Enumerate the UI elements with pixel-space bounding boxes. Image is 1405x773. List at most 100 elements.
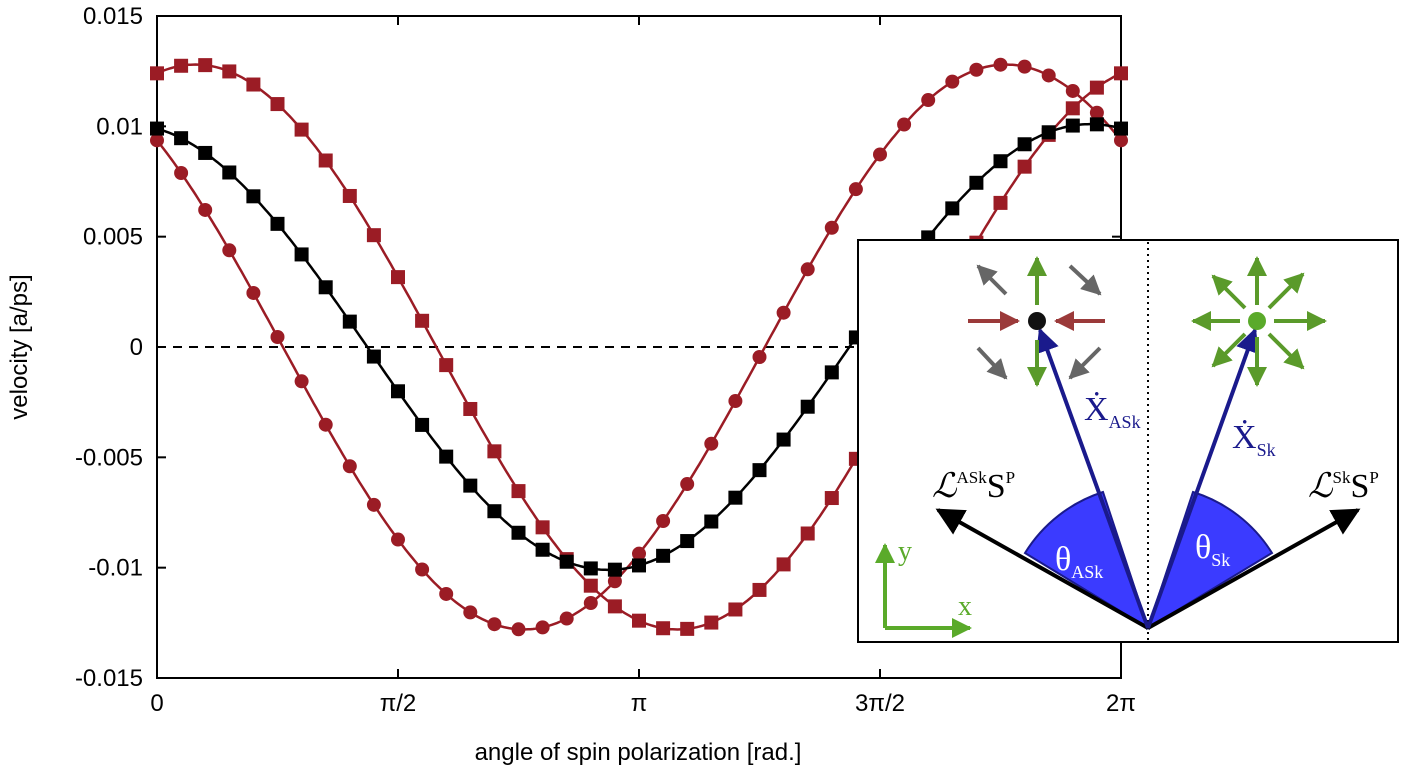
- series-0-point: [824, 491, 839, 506]
- x-axis-title: angle of spin polarization [rad.]: [475, 739, 802, 766]
- series-2-point: [1017, 137, 1032, 152]
- series-2-point: [752, 463, 767, 478]
- spin-arrow-diag-icon: [1068, 264, 1102, 296]
- series-2-point: [1114, 121, 1128, 136]
- series-0-point: [415, 313, 430, 328]
- series-1-point: [222, 243, 237, 258]
- series-1-point: [680, 477, 695, 492]
- series-2-point: [559, 554, 574, 569]
- series-2-point: [728, 490, 743, 505]
- series-0-point: [318, 153, 333, 168]
- y-axis-title: velocity [a/ps]: [6, 274, 33, 419]
- series-2-point: [318, 280, 333, 295]
- series-2-point: [1065, 118, 1080, 133]
- x-dot-sk-label: ẊSk: [1232, 419, 1276, 460]
- series-0-point: [1065, 101, 1080, 116]
- series-0-point: [680, 621, 695, 636]
- series-0-point: [487, 444, 502, 459]
- series-0-point: [656, 621, 671, 636]
- series-0-point: [222, 64, 237, 79]
- series-0-point: [294, 122, 309, 137]
- spin-arrow-diag-icon: [1211, 274, 1247, 310]
- y-tick-label: -0.005: [75, 444, 143, 471]
- series-0-point: [366, 228, 381, 243]
- series-2-point: [222, 165, 237, 180]
- y-tick-label: 0.005: [83, 224, 143, 251]
- series-0-point: [174, 58, 189, 73]
- series-2-point: [993, 154, 1008, 169]
- spin-arrow-diag-icon: [976, 264, 1008, 296]
- series-1-point: [993, 57, 1008, 72]
- antiskyrmion-core-icon: [1028, 312, 1046, 330]
- axis-y-label: y: [898, 536, 912, 567]
- series-2-point: [270, 216, 285, 231]
- series-2-point: [945, 201, 960, 216]
- series-0-point: [391, 270, 405, 285]
- series-2-point: [511, 525, 526, 540]
- theta-ask-label: θASk: [1055, 541, 1103, 582]
- series-1-point: [848, 182, 863, 197]
- series-1-point: [174, 165, 189, 180]
- series-1-point: [270, 330, 285, 345]
- l-sk-arrow: [1147, 508, 1361, 630]
- series-1-point: [607, 574, 622, 589]
- series-2-point: [1089, 117, 1104, 132]
- series-2-point: [704, 514, 719, 529]
- series-2-point: [969, 175, 984, 190]
- y-tick-label: -0.015: [75, 665, 143, 692]
- series-2-point: [535, 542, 550, 557]
- x-tick-label: π/2: [380, 690, 417, 717]
- skyrmion-spin-texture: [1191, 256, 1327, 387]
- series-1-point: [342, 459, 357, 474]
- series-1-point: [439, 586, 454, 601]
- series-1-point: [704, 436, 719, 451]
- series-1-point: [728, 394, 743, 409]
- x-tick-label: 2π: [1106, 690, 1136, 717]
- series-1-point: [511, 622, 526, 637]
- spin-arrow-diag-icon: [1267, 272, 1305, 310]
- series-2-point: [342, 314, 357, 329]
- series-0-point: [728, 602, 743, 617]
- series-1-point: [969, 62, 984, 77]
- series-2-point: [174, 131, 189, 146]
- series-2-point: [680, 534, 695, 549]
- spin-arrow-diag-icon: [1267, 332, 1305, 370]
- series-0-point: [1114, 66, 1128, 81]
- x-dot-ask-label: ẊASk: [1084, 391, 1141, 432]
- series-2-point: [415, 417, 430, 432]
- axis-x-label: x: [958, 591, 972, 622]
- series-1-point: [415, 562, 430, 577]
- series-1-point: [945, 74, 960, 89]
- series-2-point: [656, 548, 671, 563]
- series-1-point: [1065, 83, 1080, 98]
- series-0-point: [1089, 80, 1104, 95]
- series-2-point: [198, 145, 213, 160]
- series-1-point: [921, 93, 936, 108]
- series-2-point: [824, 365, 839, 380]
- l-sk-sp-label: ℒSkSP: [1308, 468, 1379, 505]
- series-1-point: [752, 349, 767, 364]
- series-1-point: [1089, 105, 1104, 120]
- series-0-point: [246, 77, 261, 92]
- series-0-point: [1017, 159, 1032, 174]
- plot-area: 0.015 0.01 0.005 0 -0.005 -0.01 -0.015 0 π/2 π 3π/…: [75, 3, 1136, 717]
- x-tick-label: π: [631, 690, 648, 717]
- series-2-point: [800, 399, 815, 414]
- series-1-point: [897, 117, 912, 132]
- spin-arrow-diag-icon: [976, 346, 1008, 380]
- series-2-point: [607, 562, 622, 577]
- series-1-point: [800, 262, 815, 277]
- y-tick-label: 0: [130, 334, 143, 361]
- series-1-point: [463, 605, 478, 620]
- series-2-point: [439, 449, 454, 464]
- x-dot-sk-arrow: [1146, 327, 1259, 629]
- series-1-point: [824, 220, 839, 235]
- inset-diagram: y x ẊASk ẊSk ℒASkSP ℒSkSP θASk θSk: [857, 239, 1399, 643]
- series-1-point: [535, 620, 550, 635]
- series-1-point: [559, 611, 574, 626]
- series-0-point: [607, 599, 622, 614]
- x-tick-label: 0: [150, 690, 163, 717]
- series-2-point: [583, 561, 598, 576]
- series-0-point: [150, 66, 164, 81]
